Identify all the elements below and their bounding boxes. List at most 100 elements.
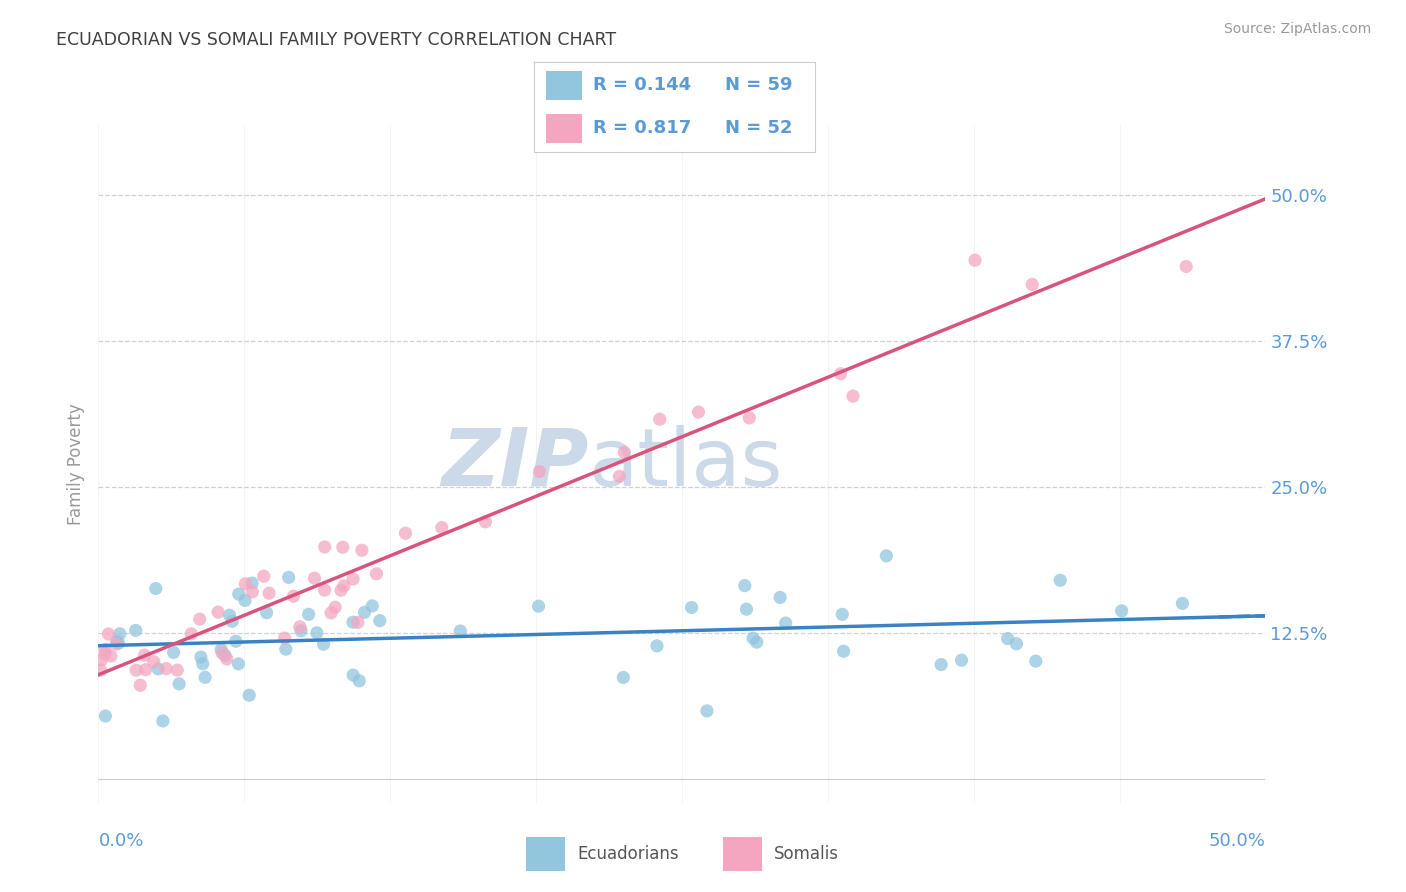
Point [94,709,117,723]
Point [330,583,353,598]
Point [225,634,247,648]
Point [696,704,718,718]
Point [332,540,354,554]
Point [188,612,211,626]
Text: atlas: atlas [589,425,783,503]
Point [218,608,240,623]
Point [1171,596,1194,610]
Point [347,673,370,688]
Text: Source: ZipAtlas.com: Source: ZipAtlas.com [1223,22,1371,37]
Point [221,614,243,628]
Point [742,631,765,645]
Point [277,570,299,584]
Point [228,587,250,601]
Point [1005,637,1028,651]
Point [274,642,297,657]
Point [350,543,373,558]
Point [612,670,634,684]
Point [94,647,117,661]
Point [319,606,342,620]
Point [394,526,416,541]
Point [297,607,319,622]
Point [235,576,257,591]
Point [211,646,233,660]
Point [134,648,156,663]
Point [353,605,375,619]
Point [929,657,952,672]
Point [242,584,264,599]
Point [323,600,346,615]
Point [288,620,311,634]
Y-axis label: Family Poverty: Family Poverty [66,403,84,524]
Point [366,566,388,581]
Point [90,653,112,667]
Point [347,615,370,630]
Point [745,635,768,649]
Point [125,663,148,677]
Point [304,571,326,585]
Point [257,586,280,600]
Text: Ecuadorians: Ecuadorians [576,845,679,863]
Point [769,591,792,605]
Bar [546,114,582,143]
Bar [526,837,565,871]
Point [215,652,238,666]
Point [648,412,671,426]
Text: R = 0.144: R = 0.144 [593,76,692,95]
Point [735,602,758,616]
Point [233,593,256,607]
Bar [546,71,582,100]
Point [997,632,1019,646]
Point [830,367,852,381]
Point [529,465,551,479]
Point [1111,604,1133,618]
Text: N = 59: N = 59 [725,76,793,95]
Point [609,469,631,483]
Point [368,614,391,628]
Point [831,607,853,622]
Point [238,688,260,702]
Point [129,678,152,692]
Point [333,579,356,593]
Point [950,653,973,667]
Point [963,253,986,268]
Text: R = 0.817: R = 0.817 [593,119,692,136]
Point [125,624,148,638]
Point [527,599,550,614]
Point [842,389,865,403]
Point [100,648,122,663]
Point [449,624,471,638]
Point [290,624,312,638]
Point [135,663,157,677]
Text: ECUADORIAN VS SOMALI FAMILY POVERTY CORRELATION CHART: ECUADORIAN VS SOMALI FAMILY POVERTY CORR… [56,31,616,49]
Point [148,662,170,676]
Point [734,579,756,593]
Point [180,627,202,641]
Point [152,714,174,728]
Point [681,600,703,615]
Point [775,615,797,630]
Point [162,645,184,659]
Point [738,410,761,425]
Point [97,627,120,641]
Text: N = 52: N = 52 [725,119,793,136]
Point [1175,260,1198,274]
Point [228,657,250,671]
Point [105,634,128,648]
Point [875,549,897,563]
Point [1049,574,1071,588]
Point [145,582,167,596]
Text: ZIP: ZIP [441,425,589,503]
Point [94,642,117,657]
Point [314,540,336,554]
Point [214,648,236,663]
Point [142,655,165,669]
Point [283,589,305,603]
Point [613,445,636,459]
Point [155,662,177,676]
Text: 0.0%: 0.0% [98,832,143,850]
Point [645,639,668,653]
Point [832,644,855,658]
Point [256,606,278,620]
Point [1021,277,1043,292]
